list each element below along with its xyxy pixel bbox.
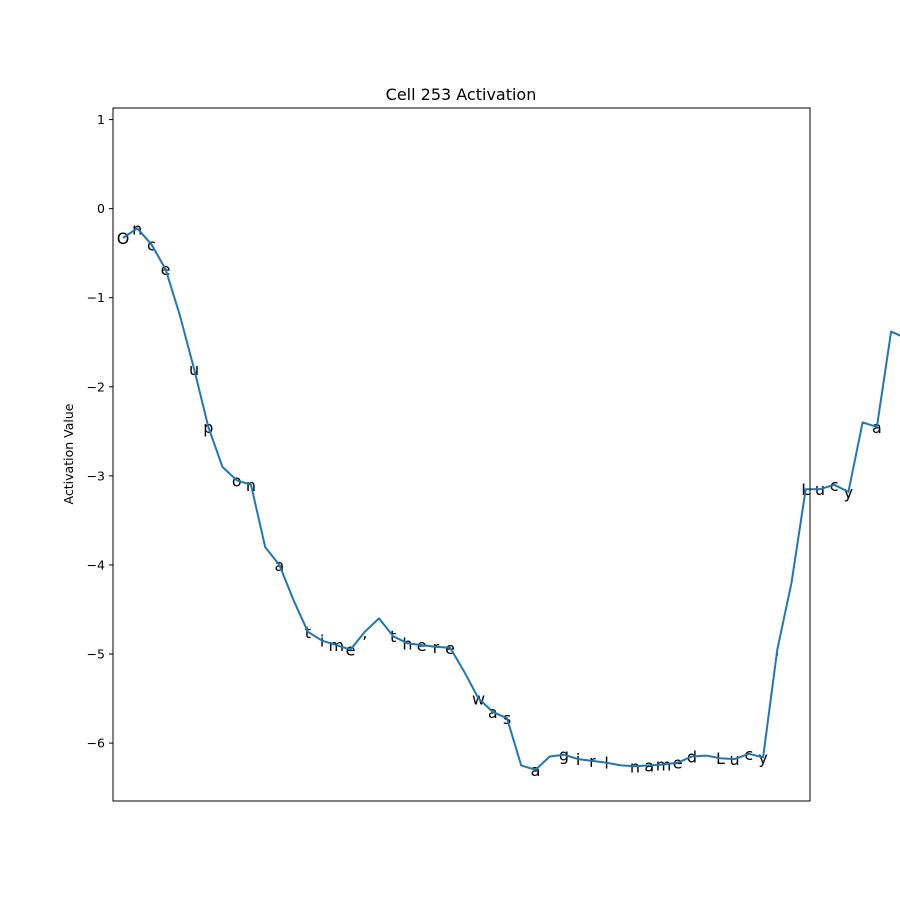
y-tick-label: −2 (87, 379, 105, 394)
y-tick-label: 0 (97, 201, 105, 216)
activation-line (122, 227, 900, 771)
y-tick-label: −6 (87, 736, 105, 751)
char-label: O (117, 229, 130, 248)
y-tick-label: −1 (87, 290, 105, 305)
chart-title: Cell 253 Activation (386, 85, 537, 104)
plot-frame (112, 107, 811, 802)
y-tick-label: −4 (87, 557, 105, 572)
y-tick-label: 1 (97, 112, 105, 127)
y-tick-label: −3 (87, 468, 105, 483)
y-tick-label: −5 (87, 647, 105, 662)
y-axis-label: Activation Value (61, 403, 76, 504)
y-axis: −6 −5 −4 −3 −2 −1 0 1 (87, 112, 113, 751)
